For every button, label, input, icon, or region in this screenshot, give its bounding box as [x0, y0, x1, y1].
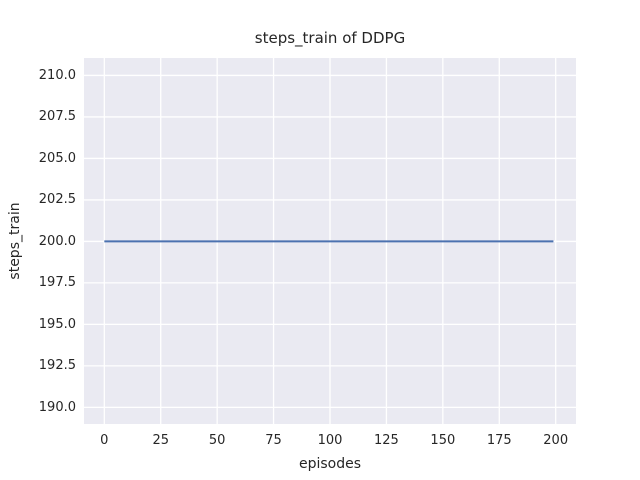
y-tick-label-5: 202.5	[38, 192, 76, 208]
y-tick-label-2: 195.0	[38, 316, 76, 332]
x-axis-label: episodes	[298, 456, 362, 472]
x-tick-label-2: 50	[208, 433, 226, 448]
x-tick-label-3: 75	[265, 433, 282, 448]
y-tick-label-4: 200.0	[38, 233, 76, 249]
y-tick-label-8: 210.0	[38, 67, 76, 83]
x-tick-label-4: 100	[317, 433, 343, 448]
x-tick-label-6: 150	[430, 433, 456, 448]
x-tick-label-0: 0	[100, 433, 109, 448]
y-tick-label-6: 205.0	[38, 150, 76, 166]
x-tick-label-7: 175	[486, 433, 512, 448]
x-tick-label-5: 125	[374, 433, 399, 448]
y-tick-label-7: 207.5	[38, 109, 76, 125]
y-tick-label-0: 190.0	[38, 399, 76, 415]
y-tick-label-1: 192.5	[38, 358, 76, 374]
x-tick-label-1: 25	[152, 433, 169, 448]
chart-title: steps_train of DDPG	[254, 29, 406, 47]
y-tick-label-3: 197.5	[38, 275, 76, 291]
plot-area	[84, 58, 576, 424]
x-tick-label-8: 200	[543, 433, 569, 448]
